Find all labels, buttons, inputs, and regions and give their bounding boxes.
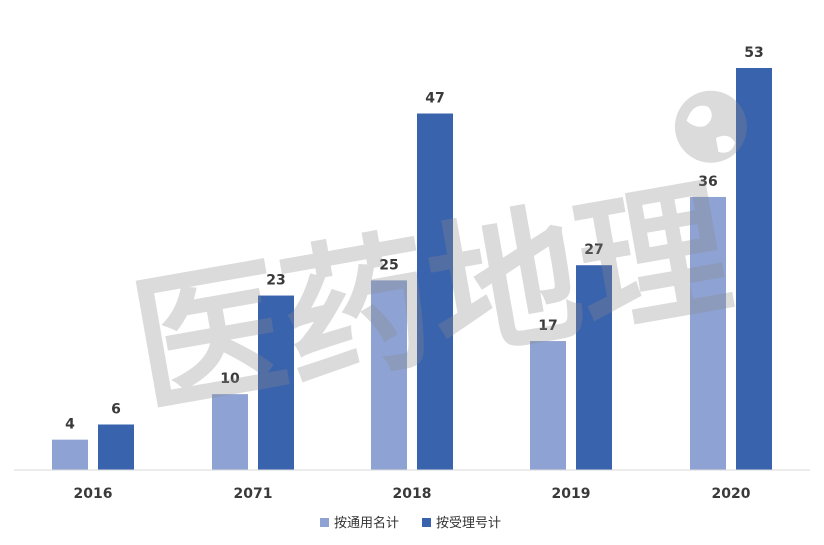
bar-generic-name-2019: [530, 341, 566, 470]
x-tick-label: 2020: [712, 486, 751, 502]
data-label: 36: [698, 174, 717, 190]
data-label: 47: [425, 91, 444, 107]
globe-icon: [674, 90, 747, 163]
legend-label: 按通用名计: [334, 515, 399, 531]
x-tick-label: 2016: [74, 486, 113, 502]
legend-swatch: [320, 518, 329, 527]
data-label: 53: [744, 45, 763, 61]
data-label: 25: [379, 257, 398, 273]
bar-acceptance-no-2018: [417, 113, 453, 471]
data-label: 4: [65, 417, 75, 433]
data-label: 10: [220, 371, 240, 387]
bar-generic-name-2018: [371, 280, 407, 470]
data-label: 27: [584, 242, 603, 258]
bars-layer: [52, 68, 772, 471]
bar-acceptance-no-2071: [258, 295, 294, 470]
data-labels-layer: 4 10 25 17 36 6 23 47 27 53: [65, 45, 764, 433]
data-label: 17: [538, 318, 557, 334]
x-tick-label: 2019: [552, 486, 591, 502]
data-label: 23: [266, 273, 285, 289]
bar-generic-name-2016: [52, 439, 88, 470]
bar-acceptance-no-2019: [576, 265, 612, 470]
legend-label: 按受理号计: [436, 516, 501, 531]
x-tick-labels: 2016 2071 2018 2019 2020: [74, 486, 751, 502]
x-tick-label: 2018: [393, 486, 432, 502]
bar-acceptance-no-2016: [98, 424, 134, 470]
legend: 按通用名计 按受理号计: [320, 515, 501, 531]
bar-generic-name-2020: [690, 196, 726, 470]
x-tick-label: 2071: [234, 486, 273, 502]
legend-swatch: [422, 518, 431, 527]
data-label: 6: [111, 401, 121, 417]
bar-generic-name-2071: [212, 394, 248, 470]
bar-acceptance-no-2020: [736, 68, 772, 470]
